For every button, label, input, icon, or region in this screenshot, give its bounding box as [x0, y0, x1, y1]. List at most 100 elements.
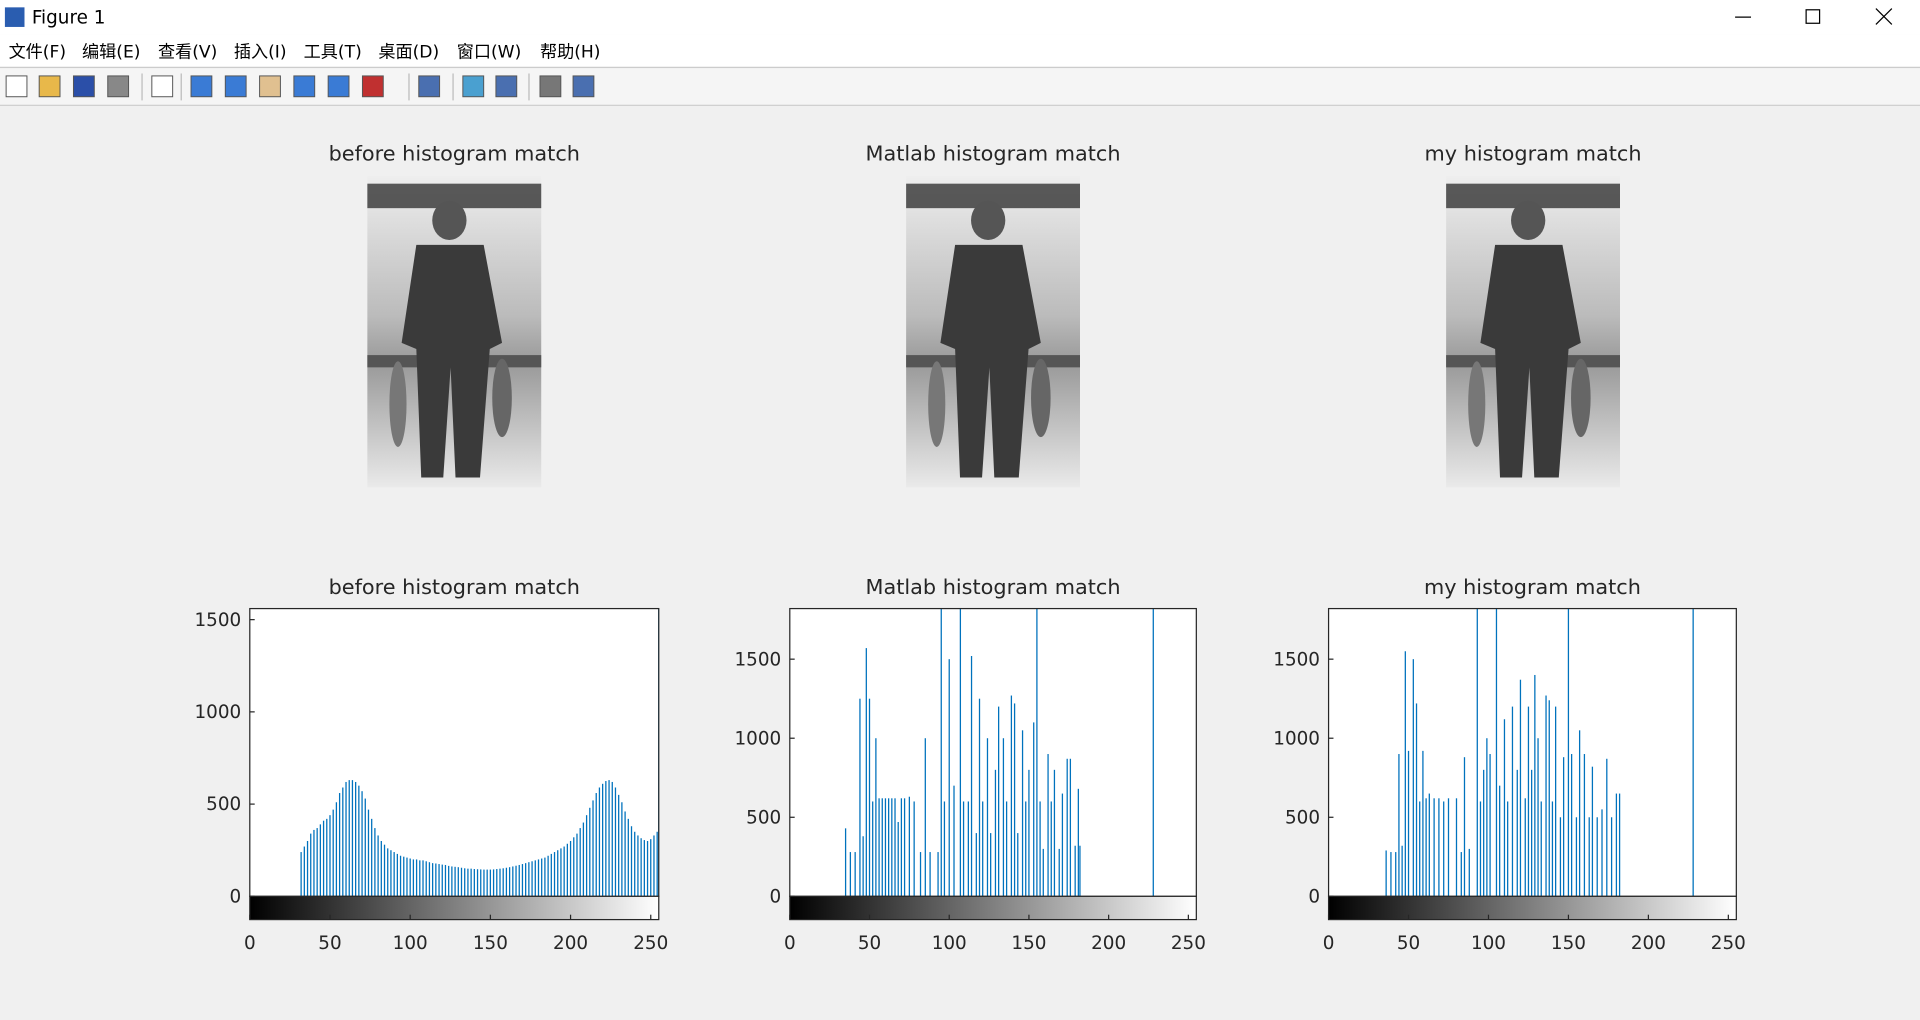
bar [1422, 750, 1424, 897]
bar [878, 798, 880, 897]
chart-title: my histogram match [1424, 575, 1641, 599]
menu-item[interactable]: 查看(V) [158, 43, 217, 63]
bar [1005, 801, 1008, 897]
bar [585, 815, 588, 897]
bar [387, 848, 389, 897]
toolbar-button[interactable] [572, 75, 595, 98]
bar [483, 869, 485, 897]
bar [460, 867, 463, 897]
bar [441, 864, 443, 897]
bar [428, 862, 431, 897]
x-tick-label: 50 [858, 933, 881, 954]
bar [1503, 719, 1506, 897]
bar [406, 857, 408, 897]
bar [1002, 738, 1005, 897]
x-tick-label: 150 [1551, 933, 1586, 954]
bar [1385, 850, 1387, 897]
x-tick-label: 150 [473, 933, 508, 954]
menu-item[interactable]: 窗口(W) [457, 43, 522, 63]
restore-button[interactable] [1805, 9, 1821, 24]
bar [1548, 700, 1550, 897]
bar [1545, 695, 1547, 897]
toolbar-button[interactable] [495, 75, 518, 98]
bar [1570, 754, 1573, 897]
bar [448, 865, 450, 897]
y-tick-label: 1500 [194, 610, 241, 631]
toolbar-button[interactable] [190, 75, 213, 98]
toolbar-button[interactable] [224, 75, 247, 98]
toolbar-button[interactable] [72, 75, 95, 98]
bar [1554, 706, 1557, 897]
bar [875, 738, 877, 897]
bar [1058, 848, 1060, 897]
menu-item[interactable]: 插入(I) [234, 43, 287, 63]
bar [431, 863, 434, 897]
bar [396, 853, 398, 897]
bar [900, 798, 903, 897]
bar [1412, 659, 1414, 897]
toolbar-button[interactable] [462, 75, 485, 98]
bar [937, 852, 939, 897]
close-button[interactable] [1875, 8, 1893, 25]
bar [1042, 848, 1044, 897]
bar [650, 839, 652, 897]
menu-item[interactable]: 编辑(E) [82, 43, 140, 63]
bar [605, 781, 607, 897]
fish [1031, 358, 1051, 438]
bar [872, 801, 874, 897]
menu-item[interactable]: 文件(F) [9, 43, 66, 63]
bar [399, 855, 402, 897]
toolbar-button[interactable] [327, 75, 350, 98]
bar [854, 852, 856, 897]
bar [335, 802, 338, 897]
bar [643, 840, 645, 897]
x-tick-label: 100 [393, 933, 428, 954]
bar [959, 608, 962, 897]
toolbar-button[interactable] [259, 75, 281, 98]
bar [345, 781, 347, 897]
image-title: Matlab histogram match [866, 141, 1121, 165]
bar [326, 818, 328, 897]
person-body [1480, 244, 1581, 478]
toolbar [0, 68, 1920, 106]
bar [1618, 793, 1621, 897]
bar [1053, 769, 1056, 897]
bar [653, 835, 655, 897]
bar [338, 793, 341, 897]
bar [1583, 754, 1586, 897]
bar [601, 783, 604, 897]
bar [592, 800, 594, 897]
bar [486, 869, 488, 897]
bar [919, 852, 922, 897]
x-tick-label: 250 [1171, 933, 1206, 954]
menu-item[interactable]: 工具(T) [304, 43, 362, 63]
toolbar-button[interactable] [293, 75, 316, 98]
menu-item[interactable]: 桌面(D) [378, 43, 439, 63]
bar [913, 801, 915, 897]
bar [515, 865, 517, 897]
bar [582, 822, 585, 897]
bar [419, 860, 421, 897]
bar [1398, 754, 1400, 897]
bar [624, 811, 626, 897]
x-tick-label: 50 [1397, 933, 1420, 954]
bar [1443, 801, 1445, 897]
bar [444, 864, 447, 897]
toolbar-button[interactable] [361, 75, 384, 98]
bar [924, 738, 926, 897]
toolbar-button[interactable] [151, 75, 174, 98]
bar [332, 809, 334, 897]
toolbar-button[interactable] [5, 75, 28, 98]
toolbar-button[interactable] [539, 75, 562, 98]
menu-item[interactable]: 帮助(H) [540, 43, 601, 63]
bar [1468, 848, 1470, 897]
bar [1524, 798, 1526, 897]
bar [1534, 674, 1536, 897]
toolbar-button[interactable] [38, 75, 61, 98]
toolbar-button[interactable] [418, 75, 441, 98]
bar [595, 793, 597, 897]
photo [906, 176, 1080, 488]
colorbar [789, 895, 1197, 921]
bar [525, 863, 527, 897]
toolbar-button[interactable] [107, 75, 130, 98]
